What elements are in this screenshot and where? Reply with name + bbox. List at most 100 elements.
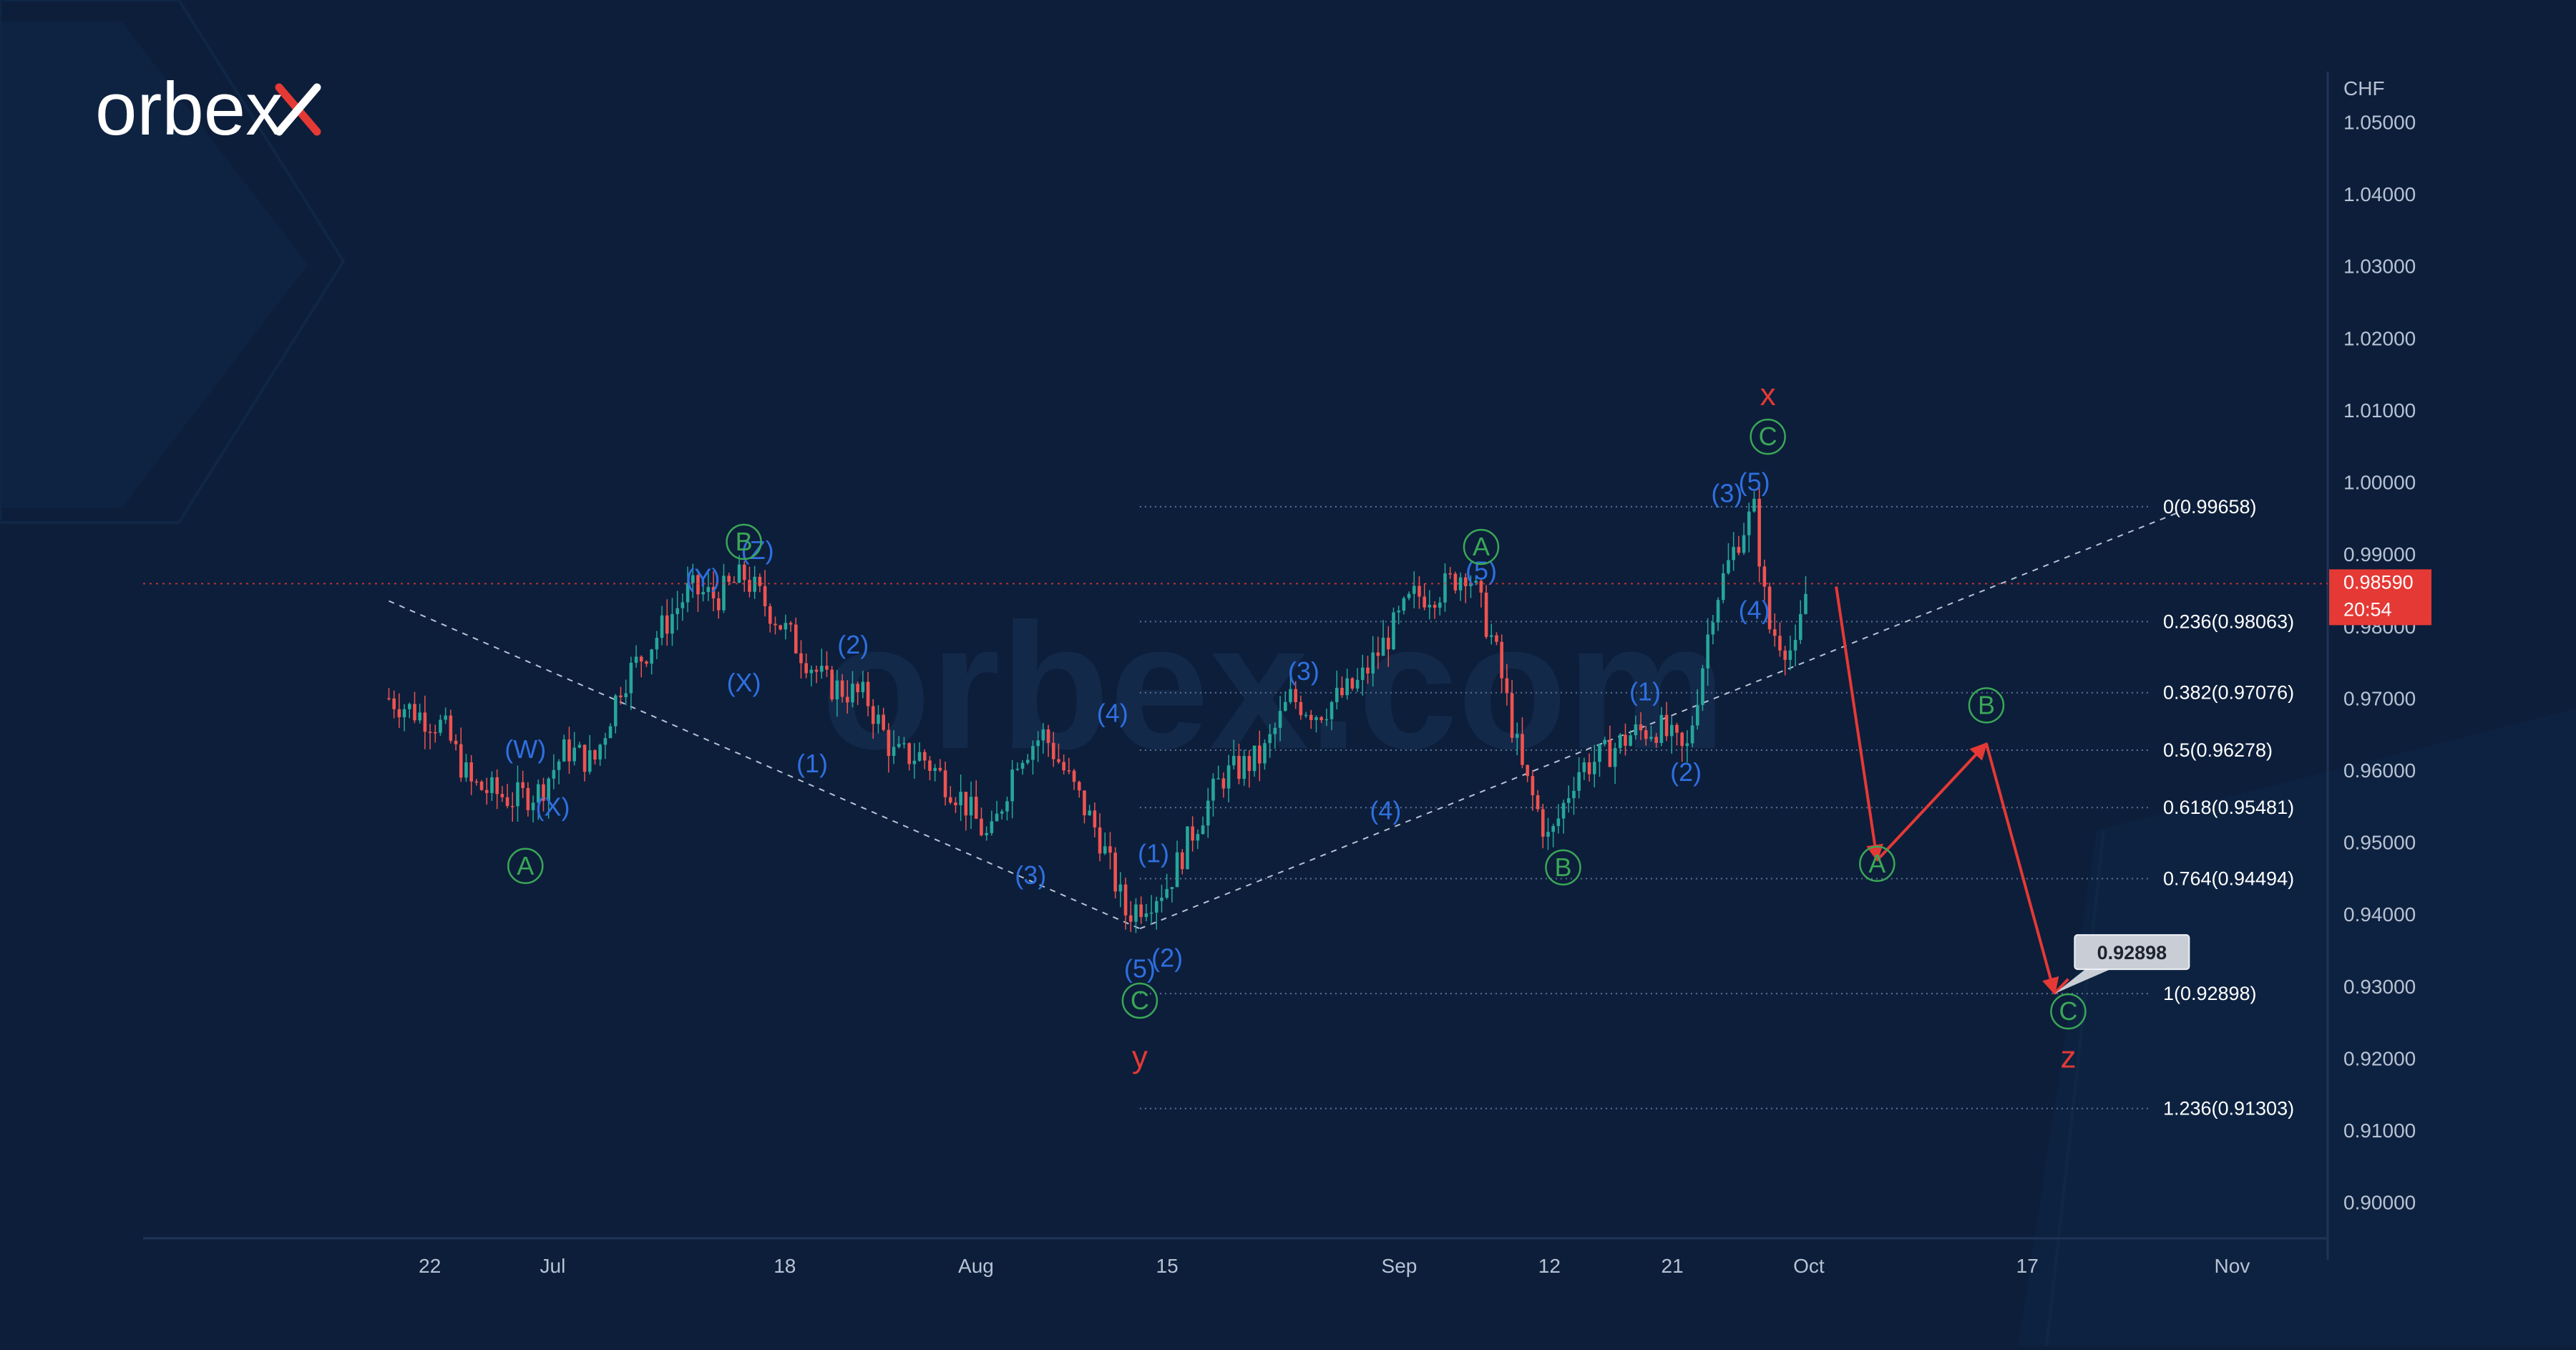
y-tick-label: 0.91000 [2343, 1120, 2416, 1142]
candle-body [1309, 714, 1313, 720]
candle-body [1335, 687, 1339, 702]
candle-body [1727, 560, 1730, 573]
candle-body [1778, 636, 1782, 651]
candle-body [871, 706, 875, 724]
candle-body [1134, 904, 1138, 922]
candle-body [768, 606, 772, 624]
candle-body [1453, 573, 1458, 591]
candle-body [804, 663, 808, 674]
candle-body [526, 787, 530, 810]
candle-body [851, 684, 854, 703]
candle-body [995, 813, 999, 822]
candle-body [1634, 724, 1638, 736]
candle-body [763, 586, 767, 606]
candle-body [1629, 735, 1632, 746]
candle-body [1433, 604, 1437, 608]
candle-body [1438, 602, 1442, 608]
candle-body [1005, 801, 1009, 812]
wave-label: C [2059, 996, 2077, 1026]
y-tick-label: 0.99000 [2343, 543, 2416, 565]
candle-body [1474, 581, 1478, 583]
candle-body [856, 684, 859, 693]
candle-body [1402, 598, 1406, 611]
candle-body [1386, 637, 1390, 650]
candle-body [1128, 915, 1133, 922]
candle-body [1067, 770, 1071, 772]
x-axis-ticks: 22 Jul 18 Aug 15 Sep 12 21 Oct 17 Nov [419, 1255, 2250, 1277]
candle-body [439, 719, 442, 733]
wave-label: (1) [1629, 676, 1661, 706]
candle-body [1747, 511, 1751, 535]
y-tick-label: 1.00000 [2343, 472, 2416, 494]
candle-body [1423, 596, 1426, 608]
candle-body [845, 696, 849, 703]
candle-body [1118, 884, 1123, 892]
candle-body [1783, 650, 1787, 660]
candle-body [1252, 745, 1257, 772]
candle-body [774, 623, 777, 626]
current-price-value: 0.98590 [2343, 571, 2414, 593]
candle-body [397, 709, 401, 718]
forecast-segment [1835, 586, 1883, 863]
candle-body [799, 653, 803, 664]
candle-body [686, 583, 690, 603]
candle-body [1649, 737, 1653, 739]
candle-body [1639, 724, 1643, 731]
candle-body [1428, 604, 1432, 608]
candle-body [1345, 678, 1349, 696]
candle-body [680, 602, 685, 608]
fib-level-label: 1.236(0.91303) [2163, 1098, 2294, 1120]
candle-body [624, 693, 628, 698]
candle-body [912, 760, 917, 764]
candle-body [619, 695, 623, 698]
candle-body [1175, 852, 1179, 888]
candle-body [645, 661, 648, 664]
candle-body [1304, 714, 1308, 717]
wave-label: C [1131, 986, 1149, 1015]
candle-body [505, 797, 509, 807]
candle-body [572, 747, 576, 762]
candle-body [706, 587, 711, 593]
wave-label: (1) [1138, 839, 1169, 868]
candle-body [1216, 778, 1220, 780]
candle-body [1165, 888, 1169, 898]
candle-body [479, 781, 484, 790]
candle-body [490, 777, 494, 793]
candle-body [1793, 639, 1797, 651]
candle-body [459, 744, 463, 778]
wave-labels: (W)(X)(Y)(Z)(X)(2)(1)(3)(4)(5)(1)(2)(3)(… [504, 377, 2087, 1074]
candle-body [655, 638, 659, 650]
wave-label: (X) [727, 668, 761, 697]
wave-label: (2) [837, 630, 869, 659]
wave-label: (3) [1015, 860, 1046, 890]
y-tick-label: 0.96000 [2343, 759, 2416, 782]
candle-body [387, 698, 391, 699]
candle-body [1592, 762, 1596, 774]
target-price-callout: 0.92898 [2054, 934, 2190, 994]
x-tick-label: 21 [1662, 1255, 1684, 1277]
candle-body [917, 752, 922, 761]
x-tick-label: 18 [774, 1255, 796, 1277]
y-tick-label: 0.97000 [2343, 687, 2416, 709]
candle-body [1659, 714, 1664, 743]
candle-body [969, 797, 973, 816]
candle-body [753, 576, 756, 592]
candle-body [675, 608, 679, 614]
y-tick-label: 1.05000 [2343, 111, 2416, 133]
candle-body [830, 669, 834, 700]
candle-body [1798, 614, 1802, 640]
candle-body [1036, 740, 1040, 747]
candle-body [1489, 635, 1493, 637]
candle-body [1015, 768, 1020, 770]
wave-label: A [1868, 849, 1885, 878]
orbex-logo: orbex [95, 67, 321, 151]
candle-body [980, 818, 983, 835]
wave-label: (2) [1670, 757, 1702, 787]
watermark: orbex.com [821, 586, 1726, 786]
candle-body [1051, 742, 1055, 759]
candle-body [1495, 635, 1498, 642]
candle-body [603, 738, 608, 745]
candle-body [1541, 809, 1545, 837]
